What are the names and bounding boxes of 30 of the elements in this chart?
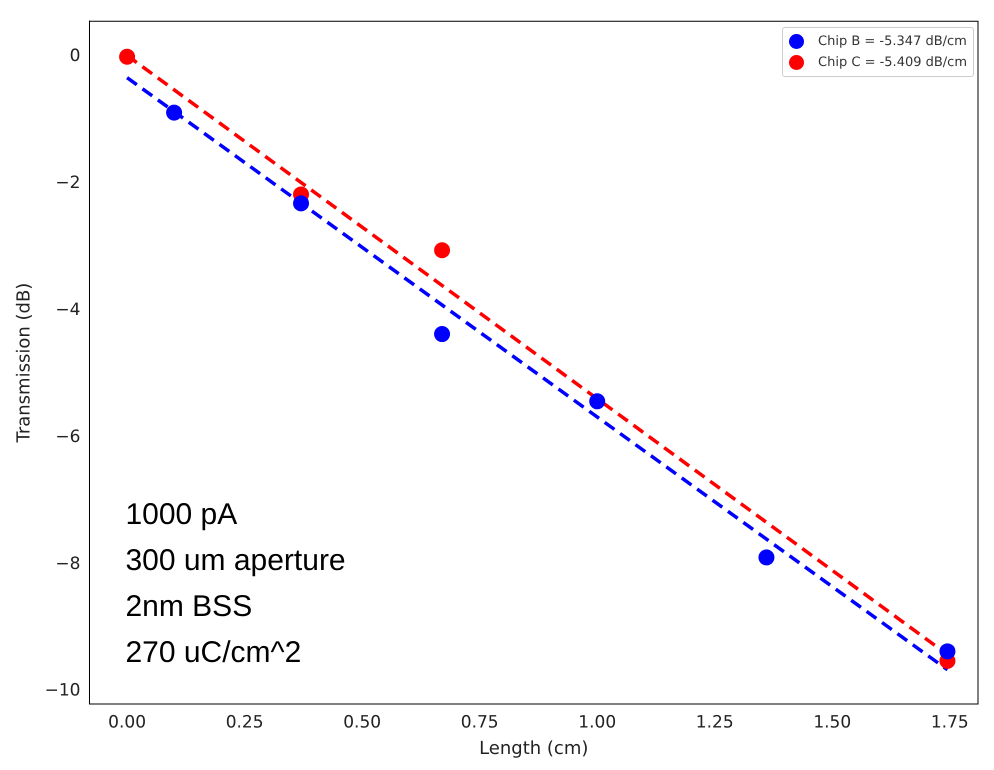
point: [434, 326, 450, 342]
x-tick-label: 0.25: [226, 712, 264, 733]
point: [939, 643, 956, 660]
y-tick-label: −2: [55, 173, 80, 194]
x-tick-label: 0.00: [108, 712, 146, 733]
y-tick-label: −10: [44, 680, 80, 701]
point: [589, 393, 606, 410]
point: [166, 104, 182, 121]
x-tick-label: 1.00: [578, 712, 616, 733]
y-tick-label: −8: [55, 554, 80, 574]
point: [758, 549, 774, 566]
x-tick-label: 1.50: [813, 712, 852, 733]
legend-label: Chip C = -5.409 dB/cm: [818, 54, 967, 72]
x-tick-label: 1.25: [696, 712, 734, 733]
point: [119, 48, 136, 65]
x-axis-title: Length (cm): [479, 738, 588, 759]
annotation: 270 uC/cm^2: [125, 636, 302, 670]
annotation: 300 um aperture: [125, 544, 346, 578]
point: [434, 242, 450, 258]
point: [293, 195, 310, 212]
x-tick-label: 0.75: [460, 712, 499, 733]
annotation: 2nm BSS: [125, 590, 252, 624]
x-tick-label: 1.75: [930, 712, 969, 733]
annotation: 1000 pA: [125, 498, 238, 532]
legend-label: Chip B = -5.347 dB/cm: [818, 33, 967, 52]
y-tick-label: −4: [55, 300, 80, 320]
y-tick-label: −6: [55, 426, 80, 447]
y-tick-label: 0: [70, 46, 80, 66]
y-axis-title: Transmission (dB): [13, 282, 34, 444]
x-tick-label: 0.50: [343, 712, 382, 733]
